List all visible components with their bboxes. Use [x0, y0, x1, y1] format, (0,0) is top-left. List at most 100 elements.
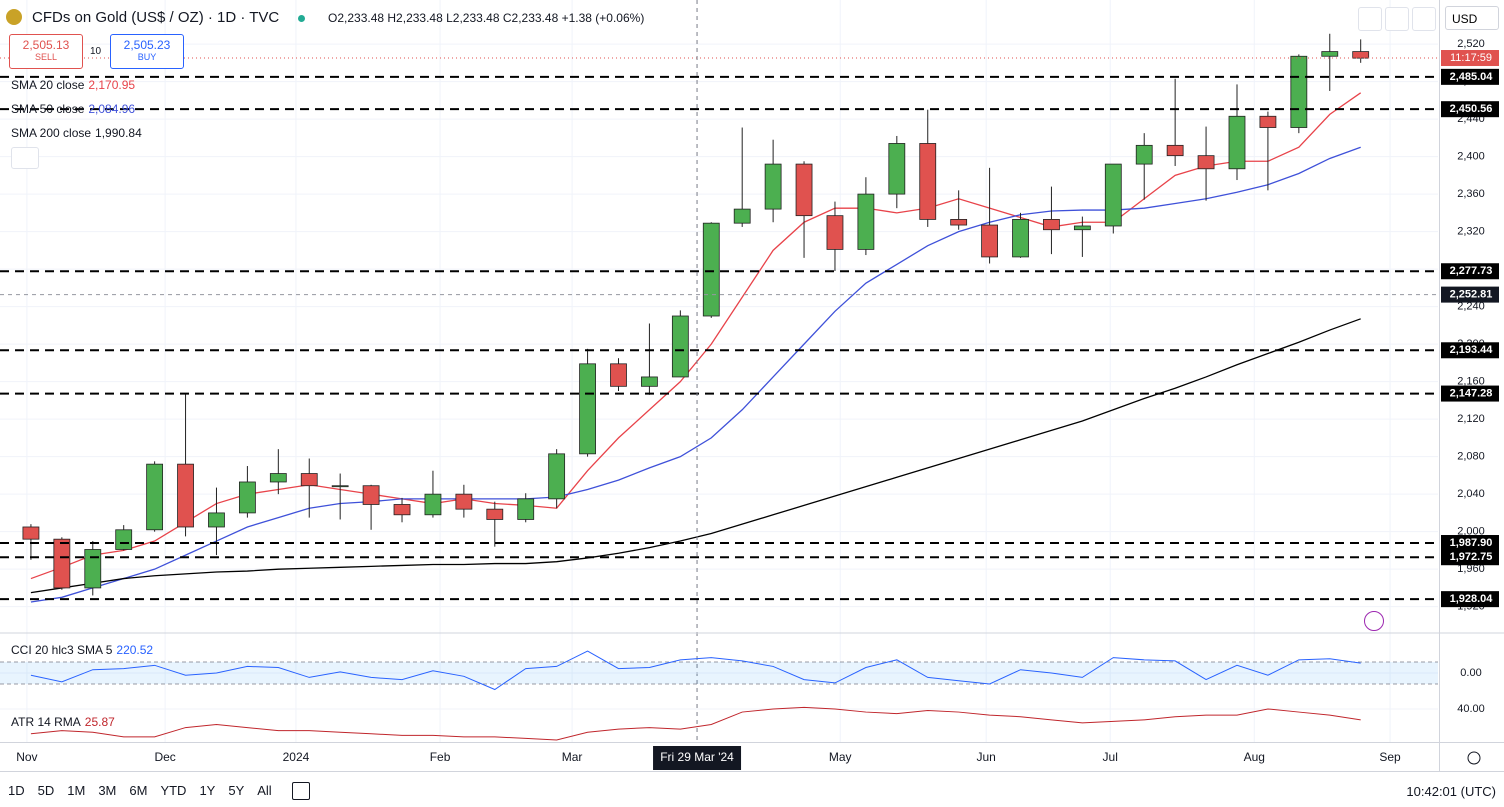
range-button[interactable]: 5D	[37, 783, 55, 798]
legend-name: CCI 20 hlc3 SMA 5	[11, 643, 113, 657]
sell-label: SELL	[34, 52, 58, 62]
legend-atr: ATR 14 RMA 25.87	[11, 715, 115, 729]
collapse-button[interactable]	[1385, 7, 1409, 31]
x-tick-label: Aug	[1244, 750, 1265, 764]
candle-body	[486, 508, 504, 520]
line	[30, 146, 1361, 603]
legend-name: SMA 20 close	[11, 78, 85, 92]
legend-value: 1,990.84	[95, 126, 142, 140]
range-button[interactable]: All	[257, 783, 272, 798]
price-axis	[1439, 0, 1504, 771]
candle-body	[888, 143, 906, 195]
x-tick-label: Sep	[1379, 750, 1401, 764]
candle-body	[579, 363, 596, 455]
candle-body	[424, 493, 442, 516]
level-label-box	[1441, 591, 1499, 608]
ohlc-high: H2,233.48	[387, 11, 443, 25]
candle-body	[1104, 163, 1122, 227]
candle-body	[857, 193, 875, 250]
range-button[interactable]: YTD	[160, 783, 187, 798]
x-tick-label: Jun	[977, 750, 996, 764]
buy-price: 2,505.23	[123, 38, 171, 52]
candle-body	[919, 143, 937, 220]
candle-body	[208, 512, 225, 528]
candle-body	[455, 493, 473, 510]
level-label-box	[1441, 342, 1499, 359]
y-tick-label: 2,120	[1457, 413, 1485, 425]
legend-toggle[interactable]	[11, 147, 39, 169]
candle-body	[1073, 225, 1091, 231]
down-button[interactable]	[1358, 7, 1382, 31]
fullscreen-button[interactable]	[1412, 7, 1436, 31]
candle-body	[362, 485, 380, 505]
candle-body	[795, 163, 813, 217]
level-label: 2,147.28	[1450, 387, 1493, 399]
band	[0, 662, 1438, 685]
level-label-box	[1441, 263, 1499, 280]
range-button[interactable]: 1M	[67, 783, 86, 798]
date-range-button[interactable]	[292, 782, 310, 800]
currency-select[interactable]: USD	[1445, 6, 1499, 30]
x-tick-label: Jul	[1103, 750, 1118, 764]
ohlc-close: C2,233.48	[502, 11, 559, 25]
ohlc-low: L2,233.48	[446, 11, 500, 25]
crosshair-x-label: Fri 29 Mar '24	[660, 750, 734, 764]
ohlc: O2,233.48 H2,233.48 L2,233.48 C2,233.48 …	[328, 11, 644, 25]
level-label-box	[1441, 385, 1499, 402]
range-button[interactable]: 5Y	[228, 783, 245, 798]
range-button[interactable]: 1Y	[199, 783, 216, 798]
countdown: 11:17:59	[1450, 52, 1492, 64]
y-tick-label: 1,960	[1457, 563, 1485, 575]
range-button[interactable]: 1D	[8, 783, 25, 798]
level-label: 2,485.04	[1450, 71, 1494, 83]
level-label: 1,987.90	[1450, 537, 1493, 549]
buy-button[interactable]: 2,505.23 BUY	[110, 34, 184, 69]
level-label-box	[1441, 68, 1499, 85]
candle-body	[981, 224, 998, 258]
candle-body	[517, 498, 535, 520]
level-label-box	[1441, 101, 1499, 118]
crosshair-x-box	[653, 746, 742, 770]
candle-body	[950, 219, 968, 226]
alert-icon[interactable]	[1364, 611, 1384, 631]
x-tick-label: Mar	[562, 750, 583, 764]
candle-body	[610, 363, 627, 387]
candle-body	[300, 473, 318, 487]
candle-body	[1135, 144, 1153, 165]
legend-sma20: SMA 20 close 2,170.95	[11, 78, 135, 92]
y-tick-label: 40.00	[1457, 703, 1485, 715]
y-tick-label: 2,040	[1457, 488, 1485, 500]
legend-name: ATR 14 RMA	[11, 715, 81, 729]
candle-body	[115, 529, 133, 550]
candle-body	[1012, 219, 1029, 258]
sell-price: 2,505.13	[22, 38, 70, 52]
sell-button[interactable]: 2,505.13 SELL	[9, 34, 83, 69]
y-tick-label: 2,400	[1457, 150, 1485, 162]
symbol-title[interactable]: CFDs on Gold (US$ / OZ) · 1D · TVC	[32, 9, 280, 26]
y-tick-label: 0.00	[1460, 667, 1481, 679]
y-tick-label: 2,240	[1457, 301, 1485, 313]
candle-body	[1043, 219, 1060, 231]
candle-body	[177, 463, 194, 528]
line	[30, 92, 1362, 580]
y-tick-label: 2,320	[1457, 226, 1485, 238]
level-label: 2,450.56	[1450, 103, 1493, 115]
settings-icon[interactable]	[1467, 751, 1481, 765]
candle-body	[1290, 55, 1308, 128]
ohlc-change: +1.38 (+0.06%)	[561, 11, 645, 25]
candle-body	[238, 481, 256, 514]
range-button[interactable]: 3M	[98, 783, 117, 798]
x-tick-label: Dec	[154, 750, 175, 764]
line	[30, 706, 1361, 741]
candle-body	[393, 504, 411, 516]
candle-body	[548, 453, 566, 500]
candle-body	[1228, 115, 1246, 170]
candle-body	[733, 208, 751, 224]
candle-body	[764, 163, 782, 210]
candle-body	[1321, 51, 1339, 57]
line	[30, 650, 1361, 691]
range-button[interactable]: 6M	[129, 783, 148, 798]
legend-value: 2,084.96	[88, 102, 136, 116]
y-tick-label: 2,080	[1457, 451, 1485, 463]
